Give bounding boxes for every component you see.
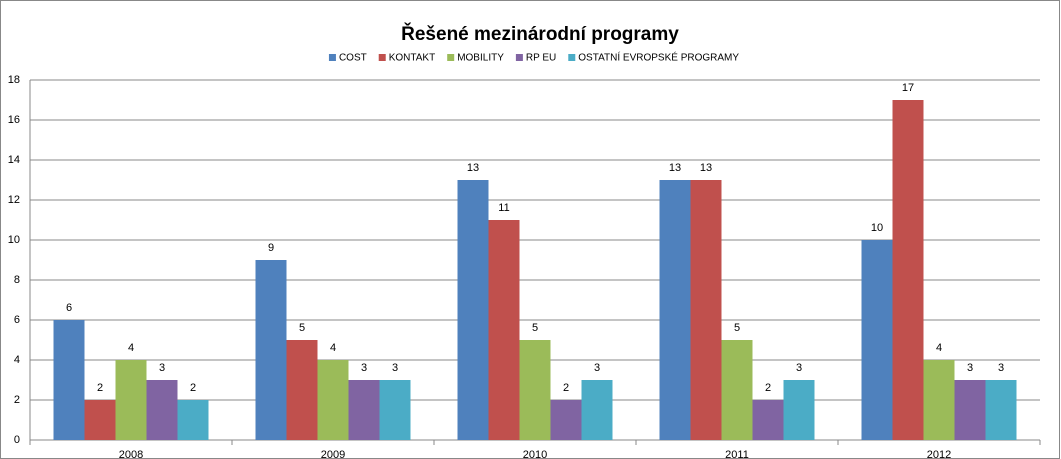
bar xyxy=(177,400,209,440)
bar xyxy=(659,180,691,440)
bar xyxy=(752,400,784,440)
data-label: 13 xyxy=(669,162,681,174)
data-label: 3 xyxy=(392,362,398,374)
y-tick-label: 10 xyxy=(8,234,20,246)
data-label: 4 xyxy=(128,342,134,354)
bar xyxy=(985,380,1017,440)
data-label: 3 xyxy=(361,362,367,374)
data-label: 2 xyxy=(563,382,569,394)
y-tick-label: 18 xyxy=(8,74,20,86)
data-label: 13 xyxy=(700,162,712,174)
bar xyxy=(146,380,178,440)
data-label: 2 xyxy=(765,382,771,394)
legend-label: MOBILITY xyxy=(457,53,504,64)
legend-label: KONTAKT xyxy=(389,53,435,64)
x-tick-label: 2011 xyxy=(725,449,749,459)
legend-label: OSTATNÍ EVROPSKÉ PROGRAMY xyxy=(578,51,739,64)
x-tick-label: 2009 xyxy=(321,449,345,459)
data-label: 13 xyxy=(467,162,479,174)
bar xyxy=(690,180,722,440)
bar xyxy=(286,340,318,440)
data-label: 17 xyxy=(902,82,914,94)
data-label: 4 xyxy=(936,342,942,354)
legend-swatch xyxy=(568,54,576,61)
bar xyxy=(581,380,613,440)
chart-title: Řešené mezinárodní programy xyxy=(401,23,679,45)
bar xyxy=(954,380,986,440)
data-label: 9 xyxy=(268,242,274,254)
data-label: 3 xyxy=(998,362,1004,374)
data-label: 3 xyxy=(967,362,973,374)
bar xyxy=(53,320,85,440)
x-tick-label: 2008 xyxy=(119,449,143,459)
legend-swatch xyxy=(378,54,386,61)
legend-label: RP EU xyxy=(526,53,556,64)
y-tick-label: 2 xyxy=(14,394,20,406)
data-label: 4 xyxy=(330,342,336,354)
y-tick-label: 8 xyxy=(14,274,20,286)
bar xyxy=(255,260,287,440)
data-label: 3 xyxy=(594,362,600,374)
y-tick-label: 6 xyxy=(14,314,20,326)
bar xyxy=(550,400,582,440)
x-tick-label: 2012 xyxy=(927,449,951,459)
legend-swatch xyxy=(328,54,336,61)
x-tick-label: 2010 xyxy=(523,449,547,459)
bar xyxy=(721,340,753,440)
legend-label: COST xyxy=(339,53,367,64)
y-tick-label: 0 xyxy=(14,434,20,446)
bar xyxy=(783,380,815,440)
data-label: 10 xyxy=(871,222,883,234)
data-label: 2 xyxy=(97,382,103,394)
bar xyxy=(457,180,489,440)
data-label: 3 xyxy=(796,362,802,374)
bar xyxy=(379,380,411,440)
legend-swatch xyxy=(515,54,523,61)
data-label: 11 xyxy=(498,202,509,214)
y-tick-label: 16 xyxy=(8,114,20,126)
bar xyxy=(923,360,955,440)
bar xyxy=(519,340,551,440)
y-tick-label: 12 xyxy=(8,194,20,206)
data-label: 6 xyxy=(66,302,72,314)
data-label: 3 xyxy=(159,362,165,374)
data-label: 5 xyxy=(734,322,740,334)
y-tick-label: 14 xyxy=(8,154,20,166)
data-label: 5 xyxy=(532,322,538,334)
bar xyxy=(317,360,349,440)
y-tick-label: 4 xyxy=(14,354,20,366)
bar xyxy=(861,240,893,440)
bar xyxy=(115,360,147,440)
data-label: 2 xyxy=(190,382,196,394)
data-label: 5 xyxy=(299,322,305,334)
bar xyxy=(348,380,380,440)
bar xyxy=(84,400,116,440)
bar xyxy=(892,100,924,440)
bar xyxy=(488,220,520,440)
legend-swatch xyxy=(447,54,455,61)
